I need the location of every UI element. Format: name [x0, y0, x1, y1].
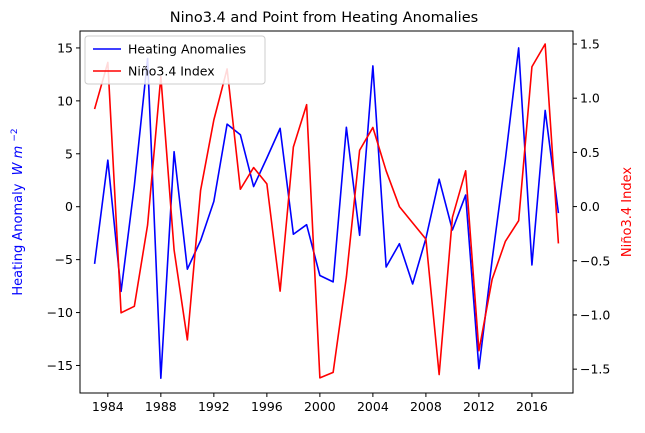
x-tick-label: 1996 — [251, 399, 283, 414]
right-y-axis-label: Niño3.4 Index — [620, 167, 635, 257]
plot-area — [79, 30, 574, 394]
right-y-tick-label: 0.0 — [580, 199, 600, 214]
x-tick-label: 2008 — [410, 399, 442, 414]
series-layer — [93, 43, 560, 379]
left-y-tick-label: 10 — [57, 93, 73, 108]
left-y-tick-label: −15 — [47, 358, 73, 373]
right-y-tick-label: −1.5 — [580, 362, 610, 377]
left-y-tick-label: −10 — [47, 305, 73, 320]
x-tick-label: 2000 — [304, 399, 336, 414]
x-tick-label: 2012 — [463, 399, 495, 414]
left-y-tick-label: 15 — [57, 40, 73, 55]
x-tick-label: 1988 — [145, 399, 177, 414]
chart-title: Nino3.4 and Point from Heating Anomalies — [170, 10, 478, 26]
heating-anomalies-line — [93, 47, 560, 379]
right-y-tick-label: 0.5 — [580, 145, 600, 160]
legend: Heating Anomalies Niño3.4 Index — [84, 35, 266, 85]
legend-box — [84, 35, 266, 85]
plot-frame — [79, 30, 574, 394]
right-y-tick-label: −0.5 — [580, 253, 610, 268]
left-y-axis-label-exponent: −2 — [10, 128, 20, 141]
legend-label-nino34-index: Niño3.4 Index — [128, 64, 215, 79]
right-y-tick-label: −1.0 — [580, 307, 610, 322]
left-y-axis-label-text: Heating Anomaly — [11, 183, 26, 295]
left-y-axis: −15 −10 −5 0 5 10 15 — [47, 40, 80, 373]
x-tick-label: 1984 — [92, 399, 124, 414]
left-y-axis-label: Heating Anomaly W m −2 — [10, 128, 26, 295]
left-y-tick-label: 5 — [65, 146, 73, 161]
legend-label-heating-anomalies: Heating Anomalies — [128, 42, 246, 57]
x-tick-label: 1992 — [198, 399, 230, 414]
x-tick-label: 2004 — [357, 399, 389, 414]
nino34-index-line — [93, 43, 560, 379]
left-y-axis-label-unit: W m — [11, 146, 26, 176]
x-tick-label: 2016 — [516, 399, 548, 414]
right-y-tick-label: 1.0 — [580, 91, 600, 106]
left-y-tick-label: −5 — [55, 252, 73, 267]
left-y-tick-label: 0 — [65, 199, 73, 214]
right-y-tick-label: 1.5 — [580, 37, 600, 52]
x-axis: 1984 1988 1992 1996 2000 2004 2008 2012 2016 — [92, 393, 548, 414]
right-y-axis: −1.5 −1.0 −0.5 0.0 0.5 1.0 1.5 — [573, 37, 610, 377]
